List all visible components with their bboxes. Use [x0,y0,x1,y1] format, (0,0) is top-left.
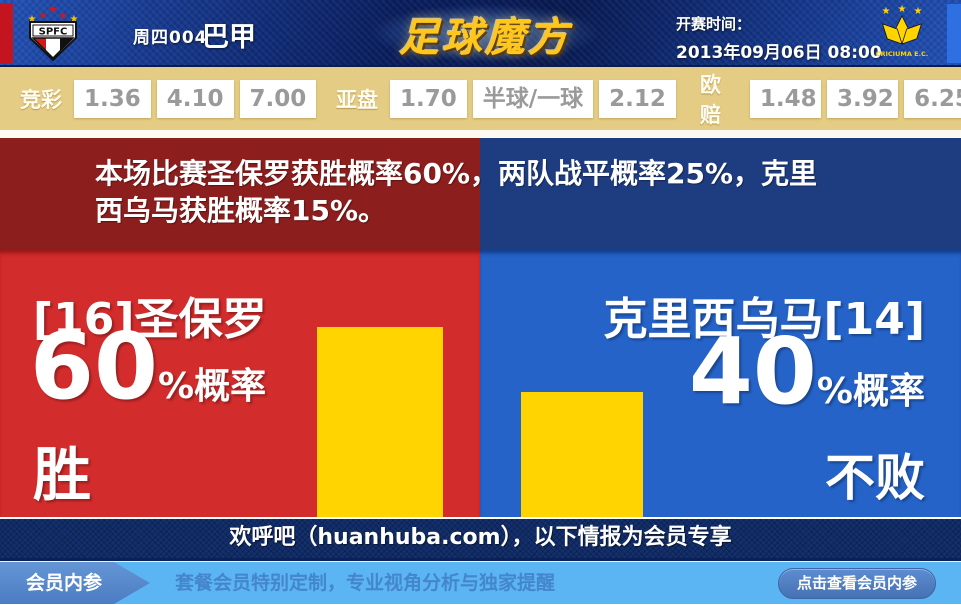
odds-group-yapan: 亚盘 1.70 半球/一球 2.12 [336,67,676,130]
probability-panels: [16]圣保罗 60 %概率 胜 克里西乌马[14] 40 %概率 不败 [0,250,961,517]
away-team-panel: 克里西乌马[14] 40 %概率 不败 [480,250,961,517]
footer-bar: 会员内参 套餐会员特别定制，专业视角分析与独家提醒 点击查看会员内参 [0,562,961,604]
home-predicted-result: 胜 [33,441,92,509]
left-red-stripe [0,3,13,64]
odds-value: 1.48 [749,79,821,118]
away-probability: 40 %概率 [689,317,925,427]
odds-value-handicap: 半球/一球 [472,79,594,118]
member-section-description: 套餐会员特别定制，专业视角分析与独家提醒 [175,572,556,594]
logo-glow [370,4,600,62]
odds-value: 3.92 [826,79,899,118]
home-probability: 60 %概率 [30,312,266,422]
odds-value: 7.00 [239,79,317,118]
summary-line-2: 西乌马获胜概率15%。 [95,194,387,227]
svg-text:★: ★ [48,3,58,16]
odds-group-jingcai: 竞彩 1.36 4.10 7.00 [20,67,317,130]
svg-text:★: ★ [70,14,79,25]
kickoff-time-block: 开赛时间： 2013年09月06日 08:00 [676,13,882,63]
band-left-red [0,138,480,250]
svg-text:★: ★ [882,6,891,17]
away-probability-bar [521,392,643,517]
site-logo: 足球魔方 [399,14,571,61]
header: ★ ★ ★ ★ ★ SPFC 周四004 巴甲 足球魔方 开赛时间： 2013年… [0,0,961,67]
svg-text:★: ★ [59,11,68,22]
odds-value: 4.10 [156,79,234,118]
match-number: 周四004 [133,28,208,48]
divider-navy-line [0,558,961,562]
home-team-panel: [16]圣保罗 60 %概率 胜 [0,250,480,517]
probability-summary-text: 本场比赛圣保罗获胜概率60%，两队战平概率25%，克里 西乌马获胜概率15%。 [95,155,895,229]
svg-text:SPFC: SPFC [39,27,68,38]
odds-bar: 竞彩 1.36 4.10 7.00 亚盘 1.70 半球/一球 2.12 欧赔 … [0,67,961,130]
view-member-info-button[interactable]: 点击查看会员内参 [777,568,936,599]
away-probability-suffix: %概率 [816,371,925,412]
band-right-blue [480,138,961,250]
away-probability-value: 40 [688,318,817,425]
league-name: 巴甲 [202,22,256,53]
odds-group-oupei: 欧赔 1.48 3.92 6.25 [700,67,961,130]
home-team-name: [16]圣保罗 [33,294,267,345]
svg-text:★: ★ [39,11,48,22]
odds-value: 1.36 [74,79,151,118]
odds-label-jingcai: 竞彩 [20,87,62,112]
odds-value: 1.70 [390,79,467,118]
odds-label-yapan: 亚盘 [336,87,378,112]
away-team-name: 克里西乌马[14] [603,294,925,345]
away-team-badge-icon: ★ ★ ★ CRICIUMA E.C. [876,4,929,58]
svg-text:★: ★ [28,14,37,25]
promo-band: 欢呼吧（huanhuba.com），以下情报为会员专享 [0,517,961,558]
home-probability-bar [317,327,443,517]
svg-text:★: ★ [898,4,907,15]
right-blue-stripe [947,4,961,63]
home-probability-value: 60 [30,313,159,420]
probability-summary-band: 本场比赛圣保罗获胜概率60%，两队战平概率25%，克里 西乌马获胜概率15%。 [0,138,961,250]
odds-value: 2.12 [599,79,676,118]
kickoff-label: 开赛时间： [676,15,752,33]
home-team-badge-icon: ★ ★ ★ ★ ★ SPFC [28,3,79,62]
member-section-tag: 会员内参 [0,562,150,604]
summary-line-1: 本场比赛圣保罗获胜概率60%，两队战平概率25%，克里 [95,157,818,190]
svg-text:CRICIUMA E.C.: CRICIUMA E.C. [876,50,929,58]
odds-value: 6.25 [904,79,961,118]
site-logo-wrap: 足球魔方 [360,0,610,67]
svg-text:★: ★ [914,6,923,17]
kickoff-time: 2013年09月06日 08:00 [676,43,882,63]
home-probability-suffix: %概率 [158,366,267,407]
odds-label-oupei: 欧赔 [700,72,721,127]
divider-gap [0,130,961,138]
away-predicted-result: 不败 [825,449,925,507]
